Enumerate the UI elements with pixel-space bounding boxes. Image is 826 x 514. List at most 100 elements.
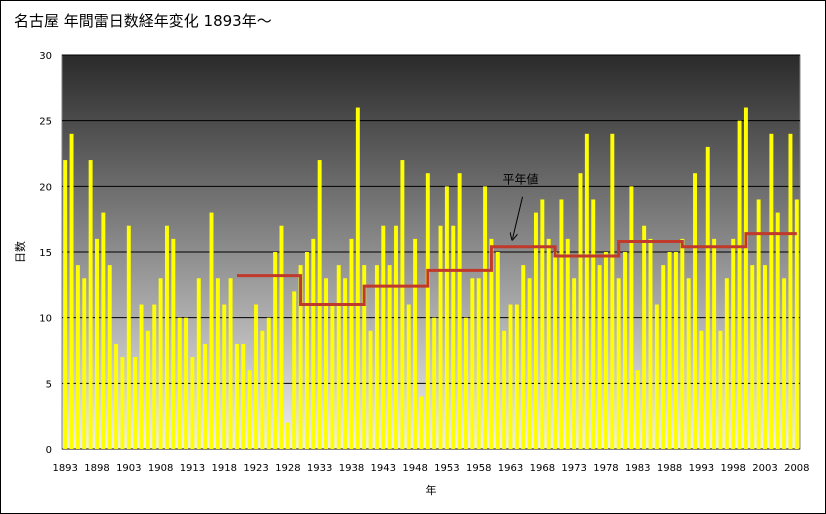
bar-1915 xyxy=(203,343,208,449)
bar-1986 xyxy=(654,304,659,449)
bar-1942 xyxy=(374,265,379,449)
bar-2007 xyxy=(788,133,793,450)
bar-1987 xyxy=(661,265,666,449)
bar-1974 xyxy=(578,173,583,449)
bar-1945 xyxy=(394,225,398,449)
bar-1965 xyxy=(521,265,526,449)
bar-1998 xyxy=(731,238,736,449)
y-tick-label: 0 xyxy=(46,445,52,456)
bar-1926 xyxy=(273,252,278,449)
y-tick-label: 30 xyxy=(39,51,52,62)
bar-1970 xyxy=(553,252,558,449)
annotation-arrow xyxy=(513,196,524,239)
bar-1977 xyxy=(597,265,602,449)
bar-1925 xyxy=(266,317,271,449)
bar-1943 xyxy=(381,225,386,449)
bar-1935 xyxy=(330,304,335,449)
bar-2002 xyxy=(756,199,761,449)
bar-1914 xyxy=(196,278,201,449)
bar-1895 xyxy=(75,265,80,449)
bar-2008 xyxy=(794,199,799,449)
bar-1936 xyxy=(336,265,341,449)
bar-1993 xyxy=(699,330,704,449)
y-axis-label: 日数 xyxy=(14,241,27,263)
bar-1897 xyxy=(88,160,93,450)
bar-1916 xyxy=(209,212,214,449)
bar-1951 xyxy=(432,317,437,449)
bar-1920 xyxy=(234,343,239,449)
bar-1947 xyxy=(406,304,411,449)
bar-1963 xyxy=(508,304,513,449)
bar-1997 xyxy=(724,278,729,449)
x-tick-label: 1913 xyxy=(180,463,205,474)
bar-1919 xyxy=(228,278,233,449)
x-tick-label: 1928 xyxy=(275,463,300,474)
bar-1911 xyxy=(177,317,182,449)
bar-1978 xyxy=(603,252,608,449)
x-tick-label: 2008 xyxy=(784,463,809,474)
bar-2003 xyxy=(763,265,767,449)
bar-1973 xyxy=(572,278,577,449)
bar-1995 xyxy=(712,238,717,449)
bar-1901 xyxy=(114,343,119,449)
bar-1960 xyxy=(489,238,494,449)
bar-1953 xyxy=(444,186,449,450)
x-axis-label: 年 xyxy=(426,483,437,497)
x-tick-label: 1898 xyxy=(84,463,109,474)
bar-1992 xyxy=(693,173,697,449)
bar-1934 xyxy=(324,278,328,449)
bar-1989 xyxy=(673,252,678,449)
y-tick-label: 20 xyxy=(39,182,52,193)
bar-1902 xyxy=(120,357,125,449)
bar-1930 xyxy=(298,265,303,449)
bar-1903 xyxy=(126,225,131,449)
bar-1952 xyxy=(438,225,443,449)
y-tick-labels: 0 5 10 15 20 25 30 xyxy=(39,51,52,456)
bar-1957 xyxy=(470,278,475,449)
bar-1905 xyxy=(139,304,144,449)
bar-1939 xyxy=(355,107,360,450)
bar-1932 xyxy=(311,238,316,449)
bar-1894 xyxy=(69,133,74,450)
x-tick-label: 1968 xyxy=(530,463,555,474)
bar-1938 xyxy=(349,238,354,449)
bar-1968 xyxy=(540,199,545,449)
bar-1948 xyxy=(413,238,418,449)
chart-title: 名古屋 年間雷日数経年変化 1893年〜 xyxy=(14,12,272,30)
y-tick-label: 5 xyxy=(46,379,52,390)
bar-1983 xyxy=(635,370,640,449)
bar-1941 xyxy=(368,330,373,449)
bar-1955 xyxy=(457,173,462,449)
bar-1994 xyxy=(705,146,710,449)
bar-1980 xyxy=(616,278,621,449)
bar-1966 xyxy=(527,278,532,449)
bar-1962 xyxy=(502,330,507,449)
bar-1950 xyxy=(425,173,430,449)
x-tick-label: 1998 xyxy=(720,463,745,474)
bar-1917 xyxy=(215,278,220,449)
bar-2001 xyxy=(750,265,755,449)
bar-1959 xyxy=(483,186,488,450)
x-tick-label: 1938 xyxy=(339,463,364,474)
bar-1893 xyxy=(63,160,68,450)
bar-1976 xyxy=(591,199,596,449)
bar-1910 xyxy=(171,238,176,449)
bar-1971 xyxy=(559,199,564,449)
bar-1899 xyxy=(101,212,106,449)
bar-1988 xyxy=(667,252,672,449)
bar-1954 xyxy=(451,225,456,449)
normal-line xyxy=(236,232,797,307)
bar-1896 xyxy=(82,278,87,449)
bar-1937 xyxy=(343,278,348,449)
x-tick-label: 2003 xyxy=(752,463,777,474)
bar-2005 xyxy=(775,212,780,449)
bar-1909 xyxy=(165,225,169,449)
bar-2006 xyxy=(782,278,787,449)
x-tick-label: 1953 xyxy=(434,463,459,474)
bar-1996 xyxy=(718,330,723,449)
y-tick-label: 25 xyxy=(39,117,52,128)
bar-1907 xyxy=(152,304,157,449)
bar-1921 xyxy=(241,343,246,449)
bar-1922 xyxy=(247,370,252,449)
bar-1898 xyxy=(95,238,99,449)
